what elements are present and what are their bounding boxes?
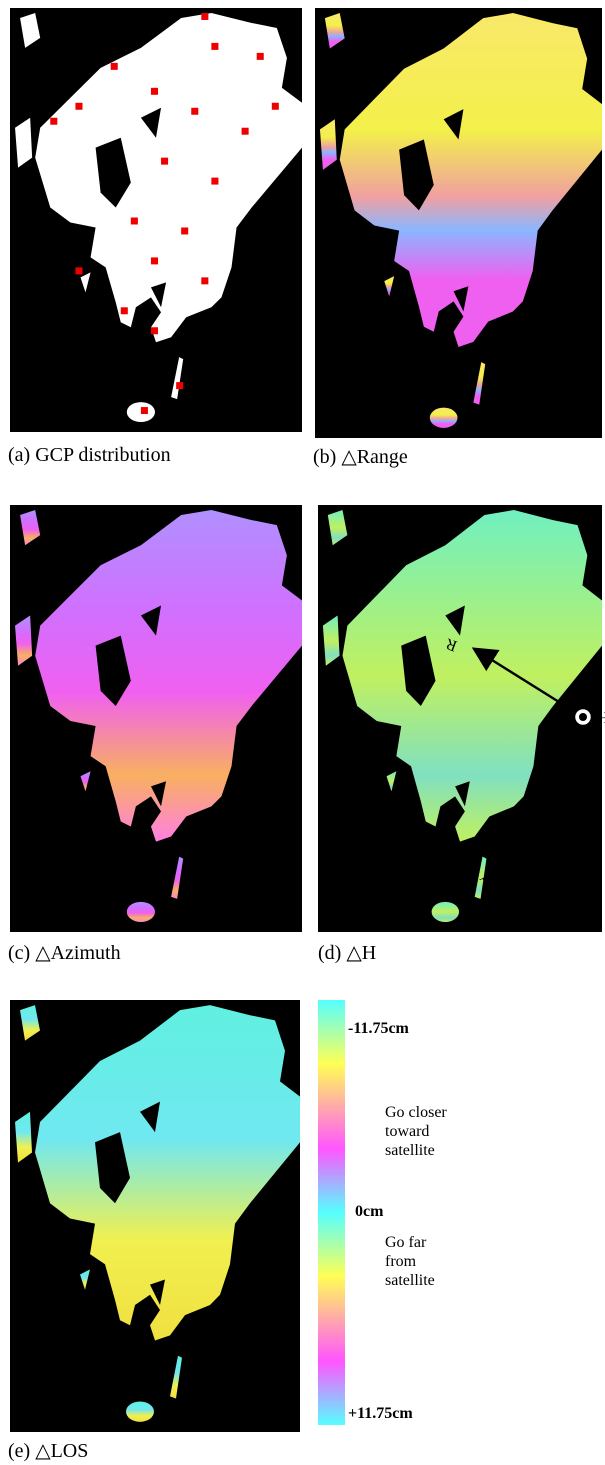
compass: R Az H: [440, 630, 605, 880]
range-arrow: [476, 650, 583, 717]
caption: (d) △H: [318, 940, 376, 965]
note-line: satellite: [385, 1271, 435, 1290]
legend-top: -11.75cm: [348, 1020, 409, 1038]
note-line: Go closer: [385, 1103, 447, 1122]
legend-bottom: +11.75cm: [348, 1405, 413, 1423]
caption: (e) △LOS: [8, 1438, 88, 1463]
range-label: R: [443, 634, 459, 654]
note-line: satellite: [385, 1141, 447, 1160]
legend-middle: 0cm: [355, 1203, 383, 1221]
map-azimuth: [10, 505, 302, 932]
note-line: toward: [385, 1122, 447, 1141]
map-gcp: [10, 8, 302, 432]
map-los: [10, 1000, 300, 1432]
colorbar: [318, 1000, 345, 1425]
legend-upper-note: Go closer toward satellite: [385, 1103, 447, 1160]
caption: (a) GCP distribution: [8, 444, 171, 467]
map-range: [315, 8, 602, 438]
legend-lower-note: Go far from satellite: [385, 1233, 435, 1290]
note-line: from: [385, 1252, 435, 1271]
azimuth-label: Az: [476, 869, 500, 880]
page: (a) GCP distribution (b) △Range (c) △Azi…: [0, 0, 605, 1465]
note-line: Go far: [385, 1233, 435, 1252]
height-label: H: [597, 710, 605, 727]
azimuth-arrow: [508, 717, 583, 858]
caption: (b) △Range: [313, 444, 408, 469]
caption: (c) △Azimuth: [8, 940, 121, 965]
